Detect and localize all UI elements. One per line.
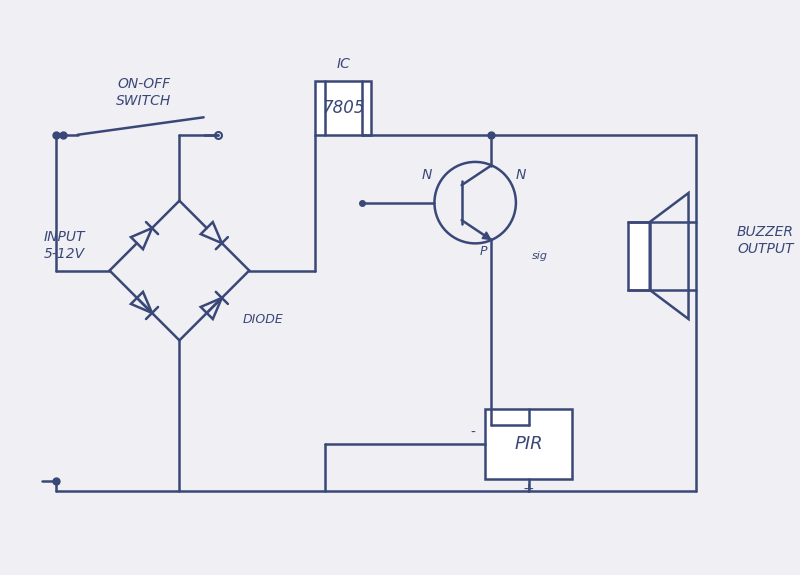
Text: P: P	[479, 244, 486, 258]
Text: PIR: PIR	[514, 435, 543, 453]
Bar	[628, 222, 650, 290]
Text: -: -	[470, 426, 475, 439]
Text: BUZZER: BUZZER	[737, 225, 794, 239]
Text: 5-12V: 5-12V	[44, 247, 85, 261]
Text: DIODE: DIODE	[242, 313, 283, 325]
Bar	[485, 409, 572, 479]
Text: +: +	[522, 482, 534, 496]
Bar	[315, 82, 371, 135]
Text: IC: IC	[336, 57, 350, 71]
Text: N: N	[515, 168, 526, 182]
Text: 7805: 7805	[322, 99, 365, 117]
Text: INPUT: INPUT	[44, 229, 85, 244]
Text: SWITCH: SWITCH	[116, 94, 171, 108]
Text: sig: sig	[532, 251, 548, 261]
Text: N: N	[422, 168, 432, 182]
Text: OUTPUT: OUTPUT	[737, 242, 794, 256]
Polygon shape	[482, 232, 490, 240]
Text: ON-OFF: ON-OFF	[117, 77, 170, 91]
